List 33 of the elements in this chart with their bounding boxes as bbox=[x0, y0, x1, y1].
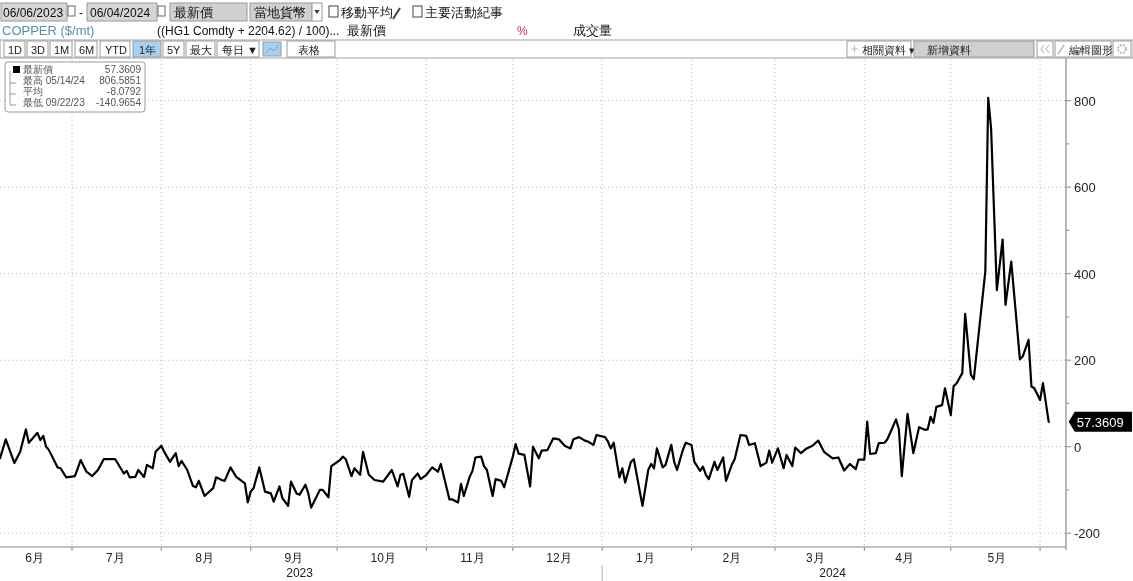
x-tick-label: 5月 bbox=[987, 551, 1007, 565]
y-tick-label: 0 bbox=[1074, 439, 1082, 455]
value-tag: 57.3609 bbox=[1068, 411, 1132, 432]
x-tick-label: 2月 bbox=[722, 551, 742, 565]
chart-subtitle: ((HG1 Comdty + 2204.62) / 100)... bbox=[157, 24, 340, 38]
x-tick-label: 6月 bbox=[25, 551, 44, 565]
annotation: 平均 bbox=[23, 86, 43, 97]
x2-tick-label: 2024 bbox=[819, 566, 847, 580]
chart-title: COPPER ($/mt) bbox=[2, 23, 95, 38]
x-tick-label: 7月 bbox=[105, 551, 125, 565]
legend-label: 最新價 bbox=[23, 64, 53, 75]
x-tick-label: 4月 bbox=[895, 551, 914, 565]
x-tick-label: 11月 bbox=[460, 551, 485, 565]
x-tick-label: 10月 bbox=[370, 551, 396, 565]
annotation: 57.3609 bbox=[104, 64, 142, 75]
x-tick-label: 8月 bbox=[195, 551, 214, 565]
y-tick-label: 600 bbox=[1074, 180, 1096, 196]
x-tick-label: 1月 bbox=[636, 551, 655, 565]
y-tick-label: -200 bbox=[1074, 526, 1101, 542]
x-tick-label: 3月 bbox=[806, 551, 825, 565]
annotation: -8.0792 bbox=[107, 86, 142, 97]
y-tick-label: 800 bbox=[1074, 93, 1096, 109]
y-tick-label: 200 bbox=[1074, 353, 1096, 369]
x2-tick-label: 2023 bbox=[286, 566, 314, 580]
annotation: 57.3609 bbox=[1076, 414, 1124, 430]
annotation: 最低 09/22/23 bbox=[23, 97, 86, 108]
x-tick-label: 9月 bbox=[284, 551, 304, 565]
annotation: 最高 05/14/24 bbox=[23, 75, 86, 86]
annotation: 806.5851 bbox=[99, 75, 142, 86]
x-tick-label: 12月 bbox=[546, 551, 572, 565]
text: 最新價 bbox=[347, 23, 386, 38]
annotation: -140.9654 bbox=[95, 97, 142, 108]
y-tick-label: 400 bbox=[1074, 266, 1096, 282]
